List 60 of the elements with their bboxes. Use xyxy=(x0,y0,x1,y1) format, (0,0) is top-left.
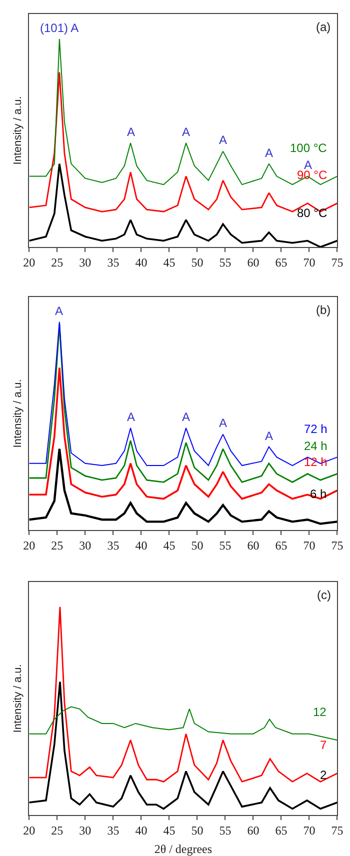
x-tick-label: 40 xyxy=(135,538,148,552)
x-tick-label: 60 xyxy=(247,255,260,270)
x-tick-label: 20 xyxy=(23,823,36,838)
x-tick-label: 45 xyxy=(163,255,176,270)
x-tick-label: 75 xyxy=(331,538,344,552)
annotation: A xyxy=(182,410,190,424)
x-tick-label: 65 xyxy=(275,823,288,838)
x-tick-label: 75 xyxy=(331,823,344,838)
x-tick-label: 30 xyxy=(79,255,92,270)
series-label: 100 °C xyxy=(290,141,328,155)
text: (c) xyxy=(317,588,331,602)
annotation: A xyxy=(127,410,136,424)
text: (a) xyxy=(316,20,331,34)
x-tick-label: 20 xyxy=(23,538,36,552)
x-tick-label: 55 xyxy=(219,538,232,552)
x-tick-label: 50 xyxy=(191,255,204,270)
x-tick-label: 65 xyxy=(275,538,288,552)
annotation: (101) A xyxy=(40,21,79,35)
x-tick-label: 50 xyxy=(191,823,204,838)
x-tick-label: 55 xyxy=(219,255,232,270)
annotation: A xyxy=(182,125,190,139)
x-tick-label: 45 xyxy=(163,823,176,838)
x-tick-label: 60 xyxy=(247,538,260,552)
x-tick-label: 60 xyxy=(247,823,260,838)
y-axis-title: Intensity / a.u. xyxy=(12,96,24,165)
x-tick-label: 35 xyxy=(107,255,120,270)
x-tick-label: 70 xyxy=(303,538,316,552)
x-tick-label: 35 xyxy=(107,538,120,552)
x-tick-label: 50 xyxy=(191,538,204,552)
y-axis-title: Intensity / a.u. xyxy=(12,664,24,733)
annotation: A xyxy=(127,125,136,139)
x-tick-label: 45 xyxy=(163,538,176,552)
x-tick-label: 30 xyxy=(79,823,92,838)
annotation: A xyxy=(55,304,64,318)
x-tick-label: 40 xyxy=(135,255,148,270)
x-tick-label: 25 xyxy=(51,255,64,270)
series-label: 2 xyxy=(320,768,327,782)
x-tick-label: 70 xyxy=(303,255,316,270)
series-label: 80 °C xyxy=(297,206,328,220)
x-tick-label: 30 xyxy=(79,538,92,552)
x-tick-label: 20 xyxy=(23,255,36,270)
x-tick-label: 55 xyxy=(219,823,232,838)
x-tick-label: 25 xyxy=(51,538,64,552)
x-tick-label: 25 xyxy=(51,823,64,838)
series-label: 24 h xyxy=(304,439,328,453)
x-axis-title: 2θ / degrees xyxy=(154,842,212,856)
x-tick-label: 35 xyxy=(107,823,120,838)
annotation: A xyxy=(219,416,228,430)
series-label: 72 h xyxy=(304,422,328,436)
annotation: A xyxy=(265,146,274,160)
x-tick-label: 75 xyxy=(331,255,344,270)
x-tick-label: 40 xyxy=(135,823,148,838)
y-axis-title: Intensity / a.u. xyxy=(12,379,24,448)
annotation: A xyxy=(265,429,274,443)
x-tick-label: 70 xyxy=(303,823,316,838)
series-label: 12 xyxy=(313,705,327,719)
text: (b) xyxy=(316,303,331,317)
annotation: A xyxy=(219,133,228,147)
x-tick-label: 65 xyxy=(275,255,288,270)
series-label: 7 xyxy=(320,738,327,752)
